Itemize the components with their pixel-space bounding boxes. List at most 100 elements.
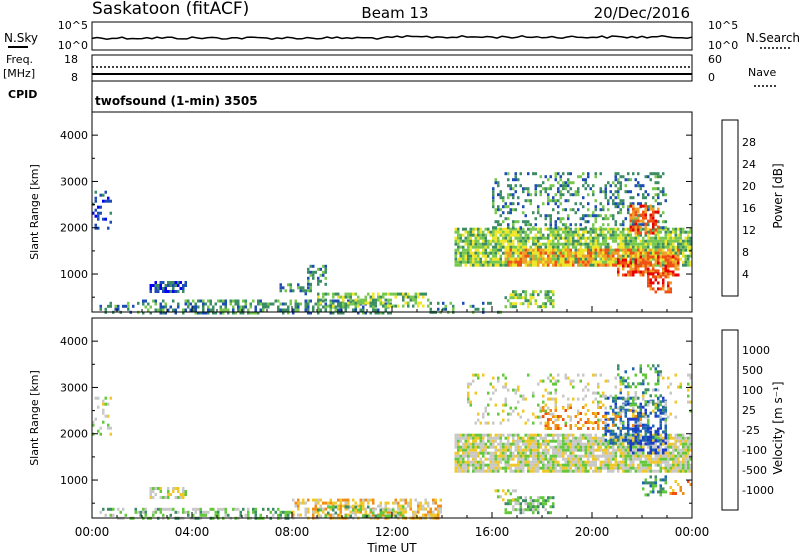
heatmap-cell [624,403,627,407]
heatmap-cell [569,466,572,470]
heatmap-cell [537,439,540,443]
heatmap-cell [562,439,565,443]
heatmap-cell [427,504,430,508]
heatmap-cell [512,409,515,413]
heatmap-cell [502,448,505,452]
heatmap-cell [514,305,517,309]
heatmap-cell [594,415,597,418]
heatmap-cell [679,436,682,440]
heatmap-cell [647,208,650,212]
heatmap-cell [144,507,147,511]
heatmap-cell [472,436,475,440]
heatmap-cell [539,233,542,237]
heatmap-cell [269,302,272,306]
heatmap-cell [617,172,620,176]
heatmap-cell [662,187,665,191]
heatmap-cell [577,409,580,413]
heatmap-cell [302,286,305,290]
heatmap-cell [359,505,362,509]
heatmap-cell [637,223,640,227]
heatmap-cell [624,426,627,430]
heatmap-cell [652,207,655,211]
heatmap-cell [537,382,540,386]
heatmap-cell [369,311,372,315]
heatmap-cell [454,469,457,473]
heatmap-cell [369,301,372,305]
heatmap-cell [474,260,477,264]
heatmap-cell [677,457,680,461]
heatmap-cell [637,396,640,400]
heatmap-cell [577,193,580,197]
heatmap-cell [629,216,632,220]
heatmap-cell [562,208,565,212]
heatmap-cell [437,301,440,305]
heatmap-cell [432,498,435,502]
heatmap-cell [549,239,552,243]
heatmap-cell [522,442,525,446]
heatmap-cell [637,219,640,223]
station-title: Saskatoon (fitACF) [92,0,249,19]
heatmap-cell [574,227,577,231]
heatmap-cell [544,409,547,413]
heatmap-cell [304,513,307,517]
heatmap-cell [547,427,550,430]
heatmap-cell [517,196,520,200]
heatmap-cell [682,245,685,249]
heatmap-cell [557,260,560,264]
heatmap-cell [167,496,170,499]
heatmap-cell [327,511,330,515]
heatmap-cell [612,248,615,252]
heatmap-cell [524,254,527,258]
heatmap-cell [477,307,480,311]
heatmap-cell [309,270,312,274]
heatmap-cell [607,254,610,258]
heatmap-cell [632,210,635,214]
heatmap-cell [619,417,622,421]
heatmap-cell [662,284,665,288]
heatmap-cell [454,251,457,255]
heatmap-cell [412,295,415,299]
heatmap-cell [652,231,655,235]
heatmap-cell [649,269,652,273]
heatmap-cell [659,415,662,419]
heatmap-cell [504,492,507,496]
heatmap-cell [487,391,490,395]
heatmap-cell [652,272,655,276]
heatmap-cell [529,302,532,306]
heatmap-cell [534,248,537,252]
heatmap-cell [669,486,672,489]
heatmap-cell [654,442,657,446]
heatmap-cell [654,403,657,407]
heatmap-cell [579,439,582,443]
heatmap-cell [384,501,387,505]
heatmap-cell [362,514,365,518]
heatmap-cell [502,196,505,200]
heatmap-cell [689,463,692,467]
heatmap-cell [629,251,632,255]
heatmap-cell [637,267,640,271]
heatmap-cell [659,403,662,407]
heatmap-cell [287,283,290,287]
heatmap-cell [632,417,635,421]
heatmap-cell [559,427,562,430]
heatmap-cell [369,498,372,502]
heatmap-cell [534,257,537,261]
heatmap-cell [387,508,390,512]
heatmap-cell [634,441,637,445]
heatmap-cell [507,445,510,449]
heatmap-cell [562,451,565,455]
heatmap-cell [484,236,487,240]
heatmap-cell [627,469,630,473]
heatmap-cell [672,451,675,455]
heatmap-cell [654,222,657,226]
heatmap-cell [164,507,167,511]
heatmap-cell [512,498,515,502]
heatmap-cell [162,305,165,309]
heatmap-cell [317,276,320,280]
heatmap-cell [604,254,607,258]
heatmap-cell [542,233,545,237]
heatmap-cell [354,308,357,312]
heatmap-cell [632,445,635,449]
heatmap-cell [584,254,587,258]
heatmap-cell [662,417,665,421]
